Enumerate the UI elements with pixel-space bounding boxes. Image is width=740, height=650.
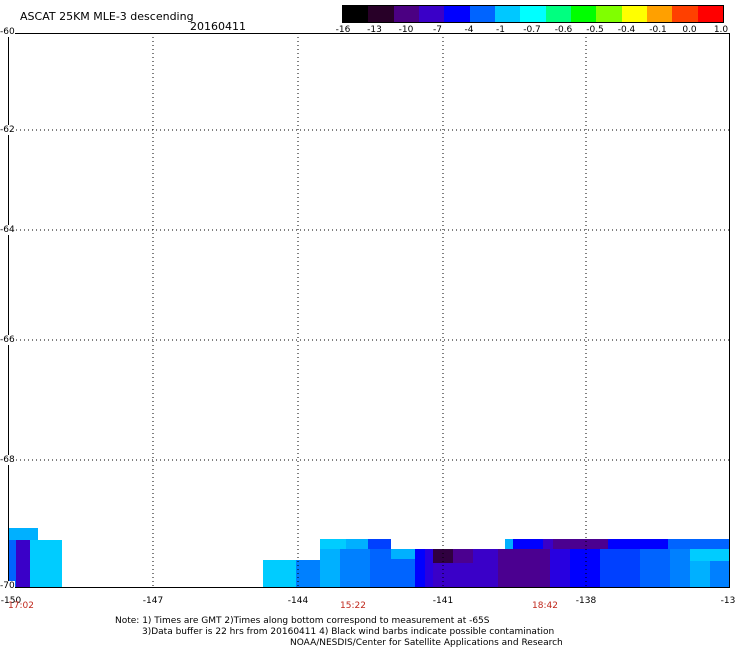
- colorbar-label: -0.1: [649, 25, 667, 35]
- plot-frame: [8, 33, 730, 588]
- data-cell: [263, 560, 296, 588]
- time-label-2: 15:22: [340, 601, 366, 611]
- data-cell: [640, 549, 670, 588]
- lon-label-150: -150: [0, 596, 22, 606]
- data-cell: [668, 539, 730, 549]
- colorbar-segment: [520, 6, 547, 22]
- colorbar-label: -13: [367, 25, 382, 35]
- data-cell: [710, 561, 730, 588]
- colorbar-label: -1: [496, 25, 505, 35]
- lat-label-70: -70: [0, 581, 15, 591]
- data-cell: [320, 549, 340, 588]
- colorbar-segment: [495, 6, 522, 22]
- data-cell: [553, 539, 608, 549]
- colorbar-label: -16: [335, 25, 351, 35]
- colorbar-label: -4: [464, 25, 474, 35]
- colorbar-segment: [469, 6, 496, 22]
- lat-label-62: -62: [0, 125, 15, 135]
- data-cell: [608, 539, 668, 549]
- data-cell: [570, 549, 600, 588]
- colorbar-segment: [419, 6, 446, 22]
- data-cell: [8, 540, 16, 588]
- lon-label-138: -138: [575, 596, 597, 606]
- colorbar: [342, 5, 724, 23]
- lon-label-147: -147: [142, 596, 164, 606]
- data-cell: [16, 540, 30, 588]
- data-cell: [368, 539, 391, 549]
- colorbar-segment: [647, 6, 674, 22]
- lat-gridlines: [8, 129, 730, 461]
- data-cell: [690, 549, 710, 561]
- colorbar-segment: [571, 6, 598, 22]
- colorbar-label: -0.5: [586, 25, 604, 35]
- lon-gridlines: [152, 33, 587, 588]
- colorbar-segment: [444, 6, 471, 22]
- colorbar-segment: [621, 6, 648, 22]
- data-cell: [320, 539, 346, 549]
- colorbar-label: -7: [433, 25, 442, 35]
- lat-label-68: -68: [0, 455, 15, 465]
- colorbar-label: -0.6: [554, 25, 573, 35]
- time-label-3: 18:42: [532, 601, 558, 611]
- colorbar-label: 0.0: [682, 25, 697, 35]
- data-cell: [600, 549, 640, 588]
- data-cell: [415, 549, 425, 588]
- data-cell: [453, 549, 473, 563]
- data-cell: [670, 549, 690, 588]
- lon-label-144: -144: [287, 596, 309, 606]
- note-line-3: NOAA/NESDIS/Center for Satellite Applica…: [290, 638, 563, 648]
- colorbar-label: -10: [398, 25, 414, 35]
- data-cell: [433, 549, 453, 563]
- data-cells: [8, 528, 730, 588]
- time-label-1: 17:02: [8, 601, 34, 611]
- product-date: 20160411: [190, 20, 246, 33]
- data-cell: [296, 560, 320, 588]
- product-title: ASCAT 25KM MLE-3 descending: [20, 10, 194, 23]
- data-cell: [498, 549, 520, 588]
- colorbar-label: -0.4: [617, 25, 636, 35]
- data-cell: [391, 549, 415, 559]
- data-cell: [425, 549, 433, 588]
- colorbar-segment: [368, 6, 395, 22]
- data-cell: [550, 549, 570, 588]
- colorbar-label: -0.7: [523, 25, 541, 35]
- lat-label-66: -66: [0, 335, 15, 345]
- data-cell: [340, 549, 370, 588]
- colorbar-segment: [697, 6, 723, 22]
- data-cell: [346, 539, 368, 549]
- map-plot: [8, 33, 730, 588]
- data-cell: [433, 563, 473, 588]
- colorbar-segment: [393, 6, 420, 22]
- data-cell: [513, 539, 543, 549]
- lat-label-60: -60: [0, 27, 15, 37]
- data-cell: [473, 549, 498, 588]
- colorbar-segment: [596, 6, 623, 22]
- data-cell: [690, 561, 710, 588]
- data-cell: [543, 539, 553, 549]
- data-cell: [520, 549, 550, 588]
- colorbar-segment: [672, 6, 699, 22]
- data-cell: [505, 539, 513, 549]
- note-line-2: 3)Data buffer is 22 hrs from 20160411 4)…: [142, 627, 555, 637]
- lon-label-13: -13: [720, 596, 736, 606]
- colorbar-segment: [545, 6, 572, 22]
- note-line-1: Note: 1) Times are GMT 2)Times along bot…: [115, 616, 490, 626]
- data-cell: [710, 549, 730, 561]
- data-cell: [30, 540, 62, 588]
- lon-label-141: -141: [432, 596, 454, 606]
- colorbar-label: 1.0: [713, 25, 729, 35]
- colorbar-segment: [343, 6, 370, 22]
- data-cell: [8, 528, 38, 540]
- lat-label-64: -64: [0, 225, 15, 235]
